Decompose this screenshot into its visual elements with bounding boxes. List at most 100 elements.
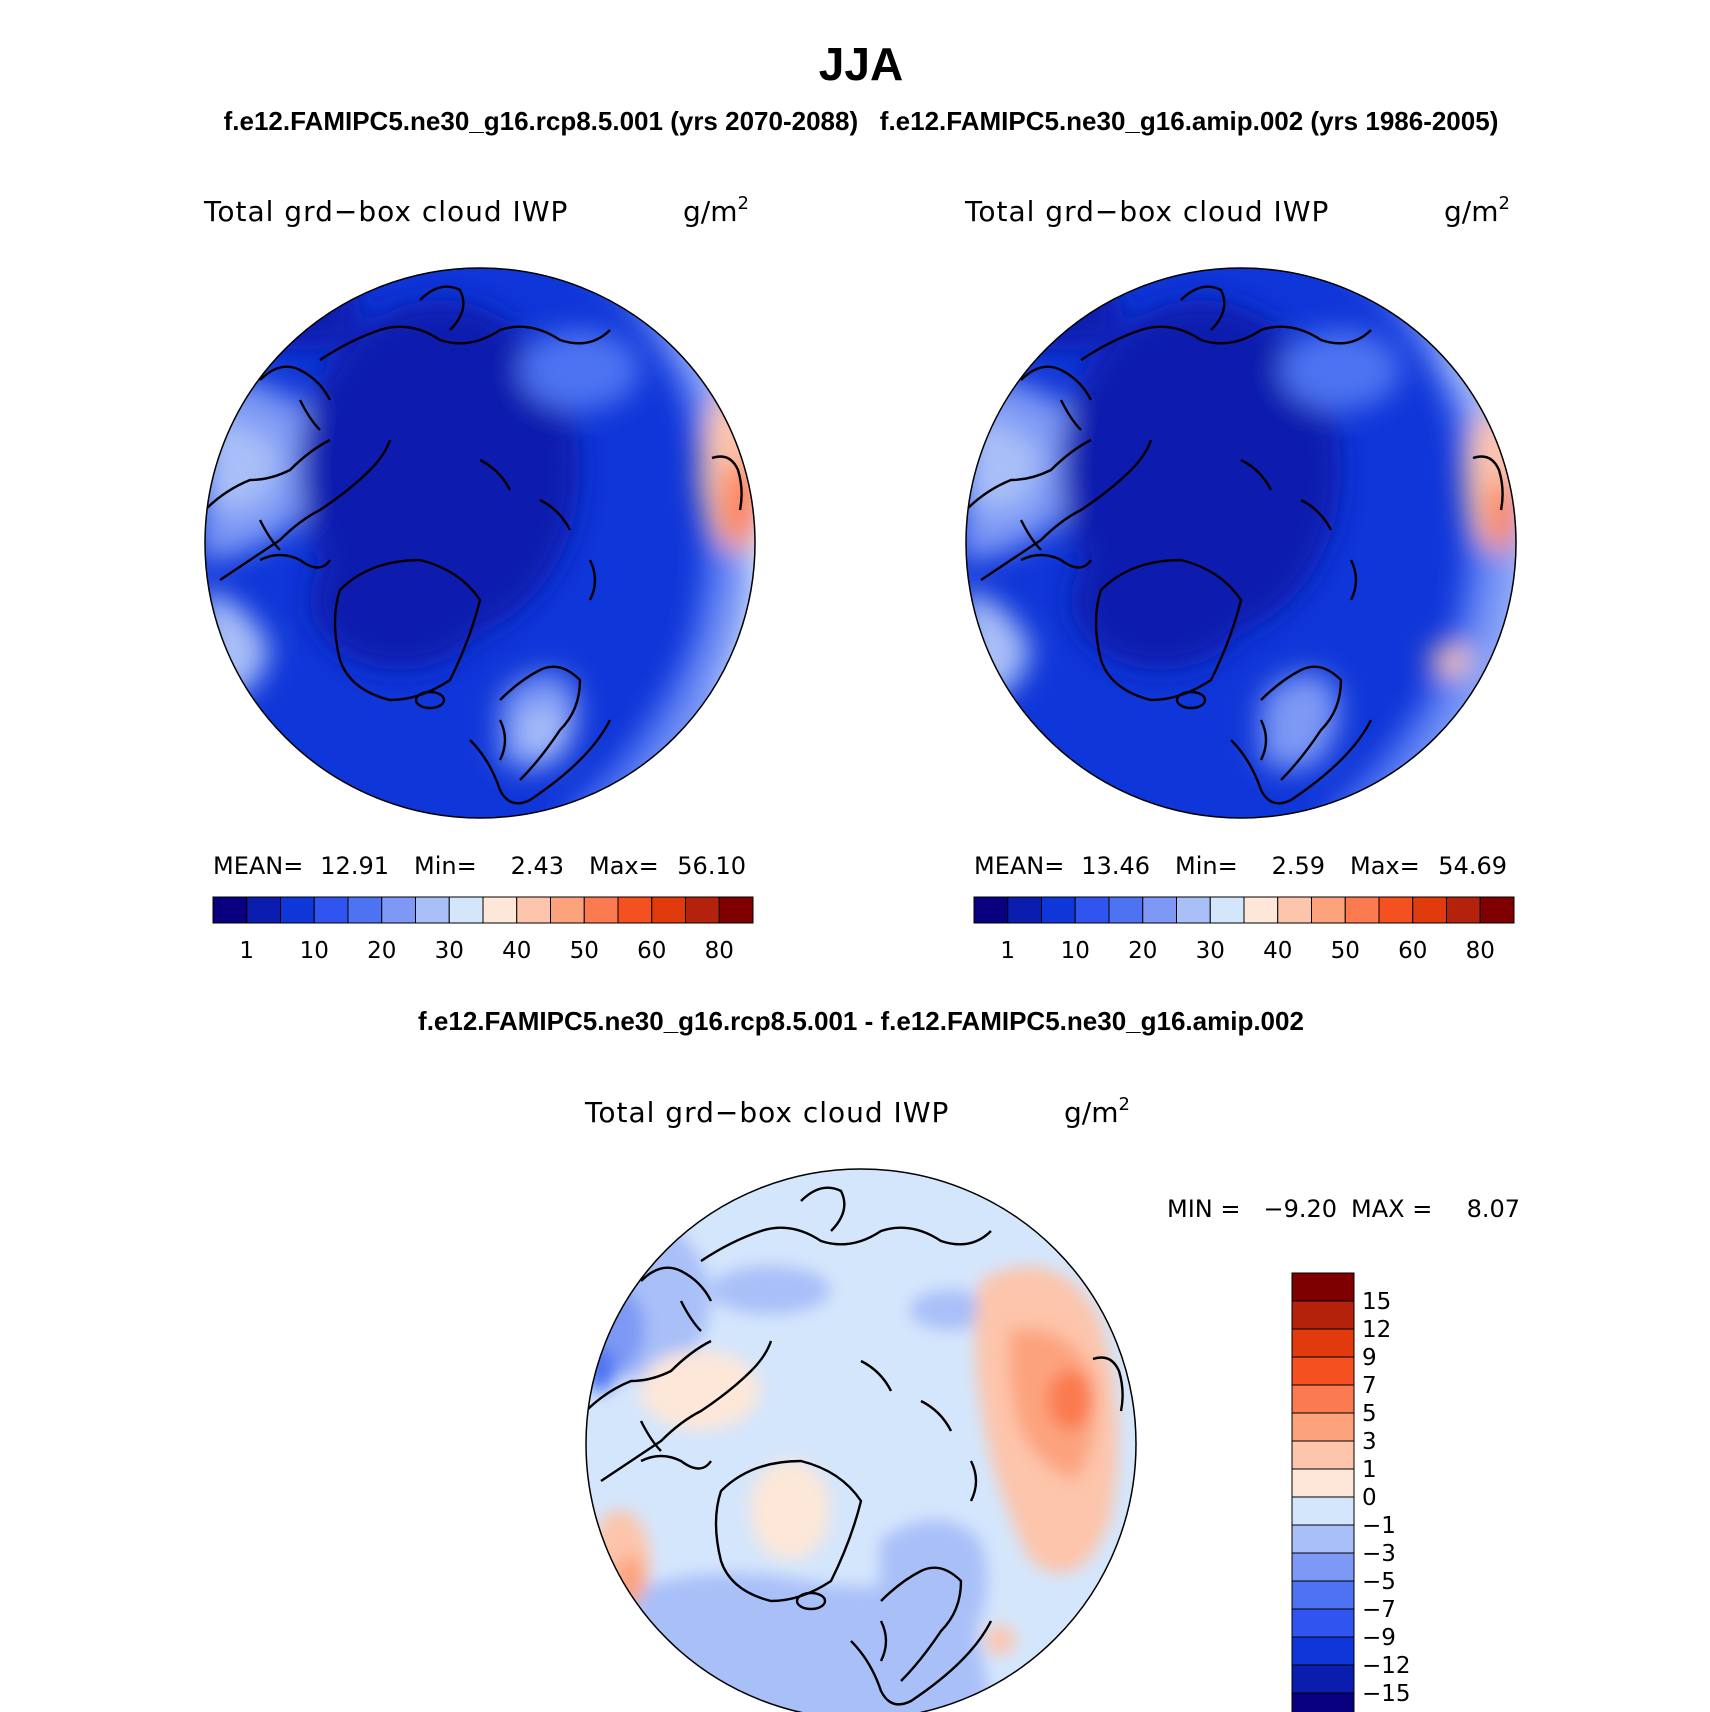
panel-rcp85-colorbar-swatch-2	[280, 896, 315, 924]
panel-amip-coast-caspian	[1472, 455, 1504, 511]
panel-diff-colorbar-tick-10: −5	[1362, 1569, 1396, 1595]
panel-diff-pos-se	[985, 1625, 1015, 1655]
panel-diff-colorbar-swatch-0	[1291, 1272, 1355, 1302]
panel-rcp85-coast-greenland	[333, 558, 482, 702]
panel-diff-coast-chukotka	[640, 1266, 713, 1332]
panel-amip-coast-europe	[1230, 719, 1373, 805]
panel-amip-colorbar-tick-4: 40	[1263, 938, 1292, 964]
panel-amip-colorbar-swatch-2	[1041, 896, 1076, 924]
panel-amip-coast-greenland	[1094, 558, 1243, 702]
panel-rcp85-scandinavia-2	[520, 708, 566, 757]
panel-amip-colorbar: 1 10 20 30 40 50 60 80	[973, 896, 1515, 964]
panel-amip-coastlines	[966, 285, 1504, 805]
panel-rcp85-units: g/m2	[683, 193, 749, 228]
panel-diff-colorbar-swatch-4	[1291, 1384, 1355, 1414]
panel-amip-map-border	[965, 267, 1517, 819]
panel-amip-units-exp: 2	[1498, 193, 1509, 214]
panel-diff-colorbar-tick-4: 5	[1362, 1401, 1377, 1427]
panel-diff-min-value: −9.20	[1263, 1195, 1337, 1223]
panel-rcp85-colorbar-swatch-11	[583, 896, 619, 924]
panel-amip-scandinavia	[1261, 673, 1339, 770]
panel-diff-coastlines	[586, 1186, 1124, 1706]
panel-rcp85-colorbar-swatch-0	[212, 896, 248, 924]
panel-rcp85-nw-dark	[240, 270, 360, 350]
panel-amip-colorbar-swatch-12	[1378, 896, 1414, 924]
panel-amip-colorbar-swatch-13	[1412, 896, 1447, 924]
panel-amip-colorbar-swatch-6	[1176, 896, 1211, 924]
panel-amip-greenland-core	[1071, 530, 1251, 670]
panel-rcp85-colorbar-swatch-5	[381, 896, 416, 924]
panel-diff: f.e12.FAMIPC5.ne30_g16.rcp8.5.001 - f.e1…	[418, 1006, 1520, 1712]
panel-amip-colorbar-tick-0: 1	[1000, 938, 1015, 964]
panel-amip-colorbar-swatch-10	[1311, 896, 1346, 924]
panel-rcp85-coastlines	[205, 285, 743, 805]
panel-amip-colorbar-swatch-7	[1209, 896, 1245, 924]
panel-rcp85-mean-label: MEAN=	[213, 852, 303, 880]
panel-amip-colorbar-swatch-3	[1074, 896, 1110, 924]
panel-rcp85-units-main: g/m	[683, 195, 737, 228]
panel-amip-patch-se	[1430, 644, 1470, 676]
panel-rcp85-min-label: Min=	[414, 852, 477, 880]
panel-diff-min-label: MIN =	[1167, 1195, 1240, 1223]
panel-rcp85-coast-siberia	[319, 285, 611, 361]
panel-amip-min-label: Min=	[1175, 852, 1238, 880]
panel-amip-field-label: Total grd−box cloud IWP	[964, 195, 1329, 228]
panel-diff-coast-greenland	[714, 1459, 863, 1603]
panel-diff-coast-iceland	[795, 1591, 827, 1611]
panel-diff-colorbar-tick-11: −7	[1362, 1597, 1396, 1623]
panel-amip-colorbar-tick-3: 30	[1196, 938, 1225, 964]
panel-amip-colorbar-swatch-8	[1243, 896, 1279, 924]
panel-rcp85-colorbar-swatch-8	[482, 896, 518, 924]
panel-amip-units-main: g/m	[1444, 195, 1498, 228]
panel-diff-colorbar-swatch-2	[1291, 1328, 1355, 1358]
panel-amip-colorbar-swatch-11	[1344, 896, 1380, 924]
panel-rcp85-max-label: Max=	[589, 852, 659, 880]
panel-rcp85-greenland-core	[310, 530, 490, 670]
panel-rcp85-colorbar-swatch-3	[313, 896, 349, 924]
panel-amip-colorbar-swatch-1	[1007, 896, 1042, 924]
panel-diff-units: g/m2	[1064, 1094, 1130, 1129]
panel-diff-colorbar-swatch-8	[1291, 1496, 1355, 1526]
panel-diff-colorbar-swatch-1	[1291, 1300, 1355, 1330]
panel-rcp85-colorbar-tick-6: 60	[637, 938, 666, 964]
panel-diff-colorbar-tick-1: 12	[1362, 1317, 1391, 1343]
panel-diff-pos-east-3	[1048, 1370, 1092, 1430]
panel-diff-colorbar-swatch-9	[1291, 1524, 1355, 1554]
panel-diff-coast-europe	[850, 1620, 993, 1706]
panel-amip-max-label: Max=	[1350, 852, 1420, 880]
panel-rcp85-coast-iceland	[414, 690, 446, 710]
panel-rcp85-colorbar-swatch-9	[516, 896, 551, 924]
panel-rcp85-mean-value: 12.91	[320, 852, 389, 880]
panel-diff-colorbar-tick-5: 3	[1362, 1429, 1377, 1455]
panel-diff-pos-greenland	[750, 1460, 830, 1560]
panel-rcp85-colorbar-swatch-13	[651, 896, 686, 924]
panel-amip-map	[965, 267, 1517, 819]
panel-rcp85-coast-europe	[469, 719, 612, 805]
panel-diff-max-label: MAX =	[1351, 1195, 1432, 1223]
panel-diff-colorbar-tick-8: −1	[1362, 1513, 1396, 1539]
panel-diff-colorbar-tick-14: −15	[1362, 1681, 1411, 1707]
panel-amip-colorbar-tick-2: 20	[1128, 938, 1157, 964]
panel-diff-colorbar-tick-12: −9	[1362, 1625, 1396, 1651]
panel-diff-map	[585, 1168, 1137, 1712]
panel-rcp85-coast-islands	[479, 458, 597, 601]
panel-rcp85-map	[204, 267, 756, 819]
panel-amip-coast-siberia	[1080, 285, 1372, 361]
panel-amip-coast-scandinavia	[1259, 665, 1343, 781]
panel-rcp85-colorbar-tick-1: 10	[300, 938, 329, 964]
panel-amip-colorbar-swatch-4	[1108, 896, 1144, 924]
panel-amip: Total grd−box cloud IWP g/m2	[964, 193, 1517, 964]
panel-rcp85-coast-canada	[219, 439, 392, 581]
panel-amip-colorbar-swatch-14	[1446, 896, 1481, 924]
panel-diff-coast-caspian	[1092, 1356, 1124, 1412]
panel-rcp85-colorbar-swatch-4	[347, 896, 383, 924]
panel-diff-pos-sw-2	[615, 1555, 645, 1605]
panel-diff-field-label: Total grd−box cloud IWP	[584, 1096, 949, 1129]
panel-rcp85-colorbar-tick-5: 50	[570, 938, 599, 964]
panel-amip-coast-canada	[980, 439, 1153, 581]
panel-diff-pos-west	[640, 1350, 760, 1430]
panel-diff-colorbar-tick-3: 7	[1362, 1373, 1377, 1399]
panel-diff-title: f.e12.FAMIPC5.ne30_g16.rcp8.5.001 - f.e1…	[418, 1006, 1304, 1036]
panel-rcp85-coast-chukotka	[259, 365, 332, 431]
